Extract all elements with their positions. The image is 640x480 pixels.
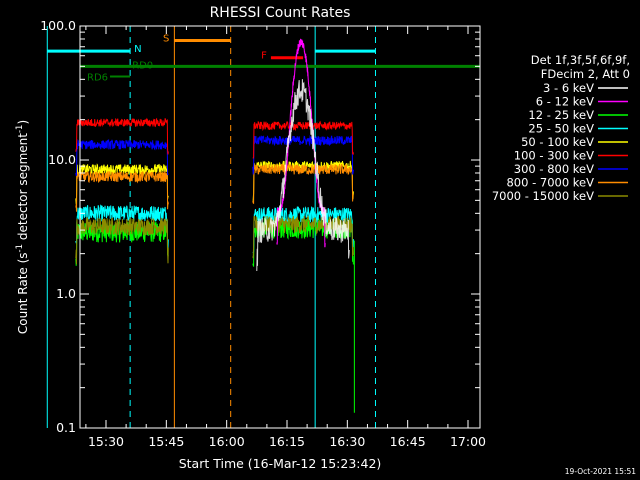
x-tick-label-3: 16:15 bbox=[269, 434, 305, 449]
trace-7-1 bbox=[252, 163, 354, 205]
y-tick-label-2: 10.0 bbox=[48, 152, 76, 167]
legend-label-5: 100 - 300 keV bbox=[514, 149, 594, 163]
legend-header-line-1: Det 1f,3f,5f,6f,9f, bbox=[531, 53, 630, 67]
x-tick-label-0: 15:30 bbox=[88, 434, 124, 449]
trace-4-1 bbox=[252, 160, 354, 201]
legend-label-6: 300 - 800 keV bbox=[514, 162, 594, 176]
trace-8-0 bbox=[75, 216, 169, 265]
segment-label-0: N bbox=[134, 44, 141, 55]
chart-title: RHESSI Count Rates bbox=[210, 5, 351, 21]
trace-6-0 bbox=[75, 138, 169, 177]
legend-label-8: 7000 - 15000 keV bbox=[492, 189, 594, 203]
trace-0-flare bbox=[256, 79, 350, 272]
legend-label-3: 25 - 50 keV bbox=[528, 122, 594, 136]
segment-label-2: S bbox=[163, 33, 169, 44]
legend-label-1: 6 - 12 keV bbox=[536, 95, 594, 109]
segment-label-5: RD6 bbox=[87, 72, 108, 83]
trace-7-0 bbox=[75, 170, 169, 212]
x-tick-label-6: 17:00 bbox=[450, 434, 486, 449]
x-axis-label: Start Time (16-Mar-12 15:23:42) bbox=[179, 456, 382, 471]
x-tick-label-1: 15:45 bbox=[148, 434, 184, 449]
legend-label-2: 12 - 25 keV bbox=[528, 108, 594, 122]
legend: Det 1f,3f,5f,6f,9f, FDecim 2, Att 0 3 - … bbox=[492, 53, 630, 203]
legend-label-4: 50 - 100 keV bbox=[521, 135, 594, 149]
x-tick-label-2: 16:00 bbox=[209, 434, 245, 449]
plot-area: NSFRD0RD6 bbox=[46, 26, 480, 428]
y-tick-label-1: 1.0 bbox=[56, 286, 76, 301]
y-tick-label-0: 0.1 bbox=[56, 420, 76, 435]
x-tick-label-5: 16:45 bbox=[390, 434, 426, 449]
trace-5-1 bbox=[252, 119, 354, 159]
axes: 15:30 15:45 16:00 16:15 16:30 16:45 17:00 0.1 1.… bbox=[40, 18, 486, 449]
y-axis-label: Count Rate (s-1 detector segment-1) bbox=[15, 120, 30, 334]
trace-3-1 bbox=[252, 206, 354, 254]
legend-label-7: 800 - 7000 keV bbox=[506, 176, 594, 190]
trace-3-0 bbox=[75, 204, 169, 248]
timestamp: 19-Oct-2021 15:51 bbox=[565, 467, 636, 476]
y-tick-label-3: 100.0 bbox=[40, 18, 76, 33]
trace-6-1 bbox=[252, 134, 354, 175]
legend-header-line-2: FDecim 2, Att 0 bbox=[541, 67, 630, 81]
x-tick-label-4: 16:30 bbox=[329, 434, 365, 449]
trace-1-flare bbox=[276, 38, 326, 248]
legend-label-0: 3 - 6 keV bbox=[543, 81, 594, 95]
segment-label-3: F bbox=[261, 51, 267, 62]
trace-5-0 bbox=[75, 117, 169, 155]
plot-frame bbox=[79, 25, 481, 429]
